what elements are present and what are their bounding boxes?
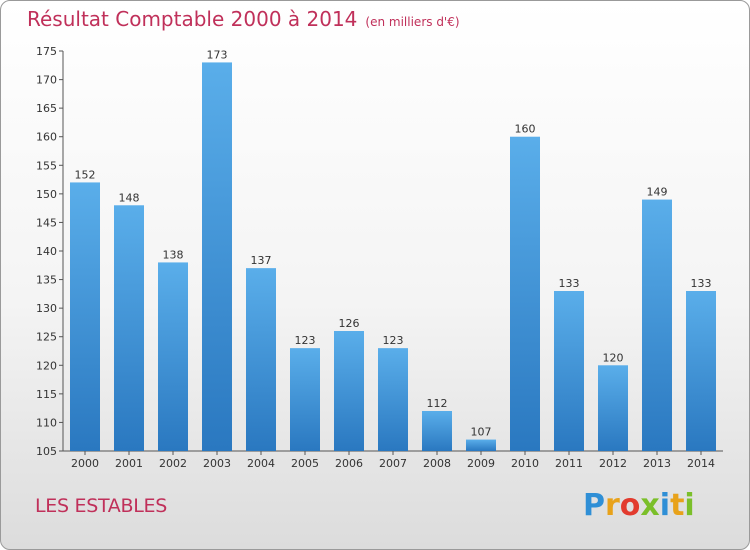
data-label-2009: 107 (471, 426, 492, 439)
logo-letter: i (684, 488, 695, 523)
data-label-2010: 160 (515, 123, 536, 136)
bar-2001 (114, 205, 144, 451)
x-tick-label-2012: 2012 (599, 457, 627, 470)
data-label-2011: 133 (559, 277, 580, 290)
x-tick-label-2010: 2010 (511, 457, 539, 470)
x-tick-label-2001: 2001 (115, 457, 143, 470)
y-tick-label: 125 (36, 331, 57, 344)
logo-letter: P (583, 488, 605, 523)
data-label-2001: 148 (119, 191, 140, 204)
data-label-2004: 137 (251, 254, 272, 267)
logo-letter: i (659, 488, 671, 523)
bar-2012 (598, 365, 628, 451)
bar-2011 (554, 291, 584, 451)
bar-2014 (686, 291, 716, 451)
place-name: LES ESTABLES (35, 495, 167, 517)
data-label-2007: 123 (383, 334, 404, 347)
chart-axes: 105 110 115 120 125 130 135 140 145 150 155 160 165 1… (36, 45, 723, 458)
x-tick-label-2013: 2013 (643, 457, 671, 470)
bar-2006 (334, 331, 364, 451)
x-tick-label-2014: 2014 (687, 457, 715, 470)
bar-2003 (202, 62, 232, 452)
logo-letter: t (670, 488, 685, 523)
bar-2000 (70, 182, 100, 451)
bar-2013 (642, 199, 672, 451)
data-label-2013: 149 (647, 186, 668, 199)
bar-2009 (466, 439, 496, 451)
x-tick-label-2003: 2003 (203, 457, 231, 470)
x-tick-label-2007: 2007 (379, 457, 407, 470)
logo-letter: r (605, 488, 620, 523)
y-tick-label: 115 (36, 388, 57, 401)
bar-2004 (246, 268, 276, 451)
y-tick-label: 145 (36, 216, 57, 229)
y-tick-label: 150 (36, 188, 57, 201)
bar-2005 (290, 348, 320, 451)
y-tick-label: 160 (36, 131, 57, 144)
x-tick-label-2002: 2002 (159, 457, 187, 470)
chart-title: Résultat Comptable 2000 à 2014 (en millie… (27, 7, 460, 31)
bar-2007 (378, 348, 408, 451)
bar-2008 (422, 411, 452, 451)
chart-title-text: Résultat Comptable 2000 à 2014 (27, 7, 358, 31)
data-label-2000: 152 (75, 168, 96, 181)
y-tick-label: 110 (36, 416, 57, 429)
y-tick-label: 120 (36, 359, 57, 372)
x-tick-label-2011: 2011 (555, 457, 583, 470)
y-tick-label: 140 (36, 245, 57, 258)
bar-2010 (510, 136, 540, 451)
x-tick-label-2004: 2004 (247, 457, 275, 470)
y-tick-label: 130 (36, 302, 57, 315)
y-tick-label: 170 (36, 74, 57, 87)
chart-labels: 152 2000 148 2001 138 2002 173 2003 137 2004 123 20… (71, 48, 715, 470)
logo-letter: x (640, 488, 660, 523)
data-label-2014: 133 (691, 277, 712, 290)
proxiti-logo: Proxiti (583, 488, 695, 523)
y-tick-label: 165 (36, 102, 57, 115)
x-tick-label-2000: 2000 (71, 457, 99, 470)
y-tick-label: 175 (36, 45, 57, 58)
x-tick-label-2005: 2005 (291, 457, 319, 470)
data-label-2012: 120 (603, 351, 624, 364)
chart-subtitle: (en milliers d'€) (365, 15, 460, 29)
chart-bars (70, 62, 716, 452)
logo-letter: o (619, 488, 641, 523)
data-label-2006: 126 (339, 317, 360, 330)
data-label-2005: 123 (295, 334, 316, 347)
x-tick-label-2009: 2009 (467, 457, 495, 470)
x-tick-label-2008: 2008 (423, 457, 451, 470)
y-tick-label: 105 (36, 445, 57, 458)
y-tick-label: 135 (36, 274, 57, 287)
y-tick-label: 155 (36, 159, 57, 172)
data-label-2003: 173 (207, 48, 228, 61)
data-label-2008: 112 (427, 397, 448, 410)
data-label-2002: 138 (163, 248, 184, 261)
bar-2002 (158, 262, 188, 451)
x-tick-label-2006: 2006 (335, 457, 363, 470)
